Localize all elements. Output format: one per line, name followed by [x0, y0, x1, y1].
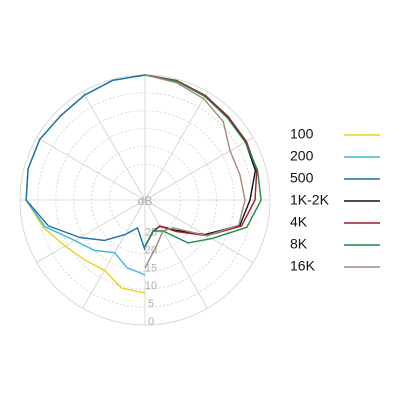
series-line: [144, 74, 258, 247]
r-tick-label: 10: [145, 280, 157, 292]
ring: [91, 146, 199, 254]
series-line: [144, 74, 246, 269]
legend-label: 500: [290, 170, 314, 186]
r-tick-label: 25: [145, 227, 157, 239]
legend-label: 16K: [290, 258, 316, 274]
legend: 100 200 500 1K-2K 4K 8K 16K: [290, 126, 380, 274]
r-tick-label: 0: [148, 316, 154, 328]
r-tick-label: 5: [148, 298, 154, 310]
legend-label: 200: [290, 148, 314, 164]
curves: [25, 74, 262, 294]
legend-label: 4K: [290, 214, 308, 230]
spoke: [144, 137, 254, 201]
legend-label: 1K-2K: [290, 192, 330, 208]
spoke: [144, 91, 208, 201]
series-line: [25, 74, 146, 251]
legend-label: 100: [290, 126, 314, 142]
r-tick-label: 15: [145, 262, 157, 274]
series-line: [25, 74, 146, 276]
axis-label: dB: [138, 194, 153, 208]
series-line: [25, 74, 146, 294]
ring: [37, 92, 253, 308]
spoke: [36, 199, 146, 263]
series-line: [144, 74, 257, 247]
r-tick-label: 20: [145, 244, 157, 256]
spoke: [144, 199, 208, 309]
spoke: [82, 91, 146, 201]
spoke: [36, 137, 146, 201]
ring: [73, 128, 217, 272]
ring: [108, 163, 182, 237]
spoke: [144, 199, 254, 263]
legend-label: 8K: [290, 236, 308, 252]
ring: [55, 110, 235, 290]
spoke: [82, 199, 146, 309]
